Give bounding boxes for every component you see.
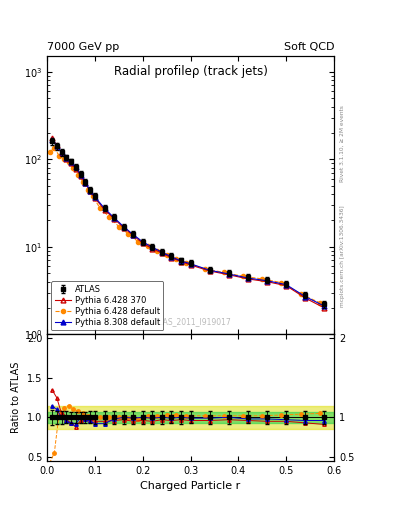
Text: 7000 GeV pp: 7000 GeV pp bbox=[47, 42, 119, 52]
Legend: ATLAS, Pythia 6.428 370, Pythia 6.428 default, Pythia 8.308 default: ATLAS, Pythia 6.428 370, Pythia 6.428 de… bbox=[51, 281, 163, 330]
Text: mcplots.cern.ch [arXiv:1306.3436]: mcplots.cern.ch [arXiv:1306.3436] bbox=[340, 205, 345, 307]
Y-axis label: Ratio to ATLAS: Ratio to ATLAS bbox=[11, 362, 21, 433]
Text: Rivet 3.1.10, ≥ 2M events: Rivet 3.1.10, ≥ 2M events bbox=[340, 105, 345, 182]
Text: Soft QCD: Soft QCD bbox=[284, 42, 334, 52]
Text: ATLAS_2011_I919017: ATLAS_2011_I919017 bbox=[150, 317, 231, 326]
Bar bbox=[47, 406, 334, 429]
Bar bbox=[47, 412, 334, 423]
Text: Radial profileρ (track jets): Radial profileρ (track jets) bbox=[114, 65, 268, 78]
X-axis label: Charged Particle r: Charged Particle r bbox=[140, 481, 241, 491]
